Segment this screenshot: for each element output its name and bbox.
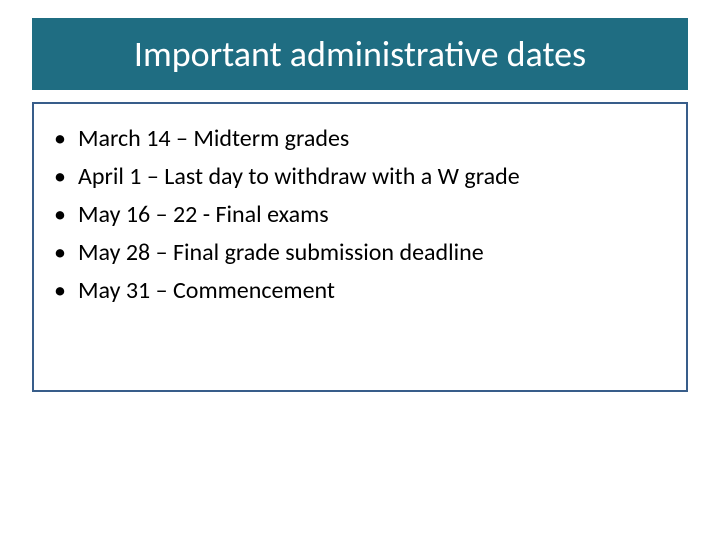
date-list: • March 14 – Midterm grades • April 1 – …	[78, 122, 674, 308]
title-bar: Important administrative dates	[32, 18, 688, 90]
bullet-icon: •	[54, 160, 66, 194]
list-item: • May 16 – 22 - Final exams	[78, 198, 674, 232]
bullet-icon: •	[54, 236, 66, 270]
list-item: • March 14 – Midterm grades	[78, 122, 674, 156]
list-item-text: April 1 – Last day to withdraw with a W …	[78, 162, 520, 191]
bullet-icon: •	[54, 198, 66, 232]
list-item-text: May 28 – Final grade submission deadline	[78, 238, 484, 267]
page-title: Important administrative dates	[134, 32, 586, 76]
bullet-icon: •	[54, 122, 66, 156]
list-item: • April 1 – Last day to withdraw with a …	[78, 160, 674, 194]
list-item-text: May 31 – Commencement	[78, 276, 335, 305]
list-item: • May 31 – Commencement	[78, 274, 674, 308]
list-item-text: May 16 – 22 - Final exams	[78, 200, 329, 229]
list-item-text: March 14 – Midterm grades	[78, 124, 349, 153]
list-item: • May 28 – Final grade submission deadli…	[78, 236, 674, 270]
bullet-icon: •	[54, 274, 66, 308]
content-panel: • March 14 – Midterm grades • April 1 – …	[32, 102, 688, 392]
